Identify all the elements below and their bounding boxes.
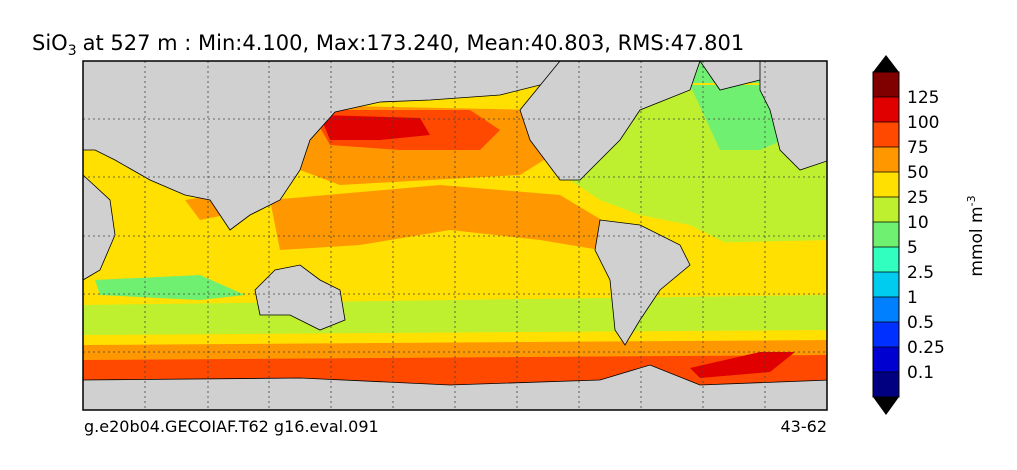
footer-right: 43-62: [781, 417, 828, 436]
colorbar-tick-label: 100: [907, 113, 939, 133]
colorbar-segment: [873, 347, 899, 372]
colorbar-tick-label: 0.5: [907, 313, 934, 333]
colorbar-segment: [873, 122, 899, 147]
colorbar-tick-label: 0.1: [907, 363, 934, 383]
colorbar-segment: [873, 247, 899, 272]
colorbar-tick-label: 2.5: [907, 263, 934, 283]
eurasia: [83, 61, 561, 231]
map-frame: [82, 60, 828, 411]
southern-max: [690, 352, 795, 378]
pacific-north-max: [320, 115, 430, 140]
south-america: [594, 219, 691, 346]
unit-base: mmol m: [967, 206, 987, 276]
pacific-equatorial: [270, 185, 610, 250]
colorbar-segment: [873, 372, 899, 397]
colorbar-tick-label: 5: [907, 238, 918, 258]
colorbar-tick-label: 10: [907, 213, 929, 233]
colorbar-segment: [873, 272, 899, 297]
colorbar-segment: [873, 197, 899, 222]
colorbar-segment: [873, 172, 899, 197]
colorbar-tick-label: 50: [907, 163, 929, 183]
title-rest: at 527 m : Min:4.100, Max:173.240, Mean:…: [83, 31, 745, 55]
map: [83, 61, 827, 410]
colorbar-segment: [873, 72, 899, 97]
title: SiO3 at 527 m : Min:4.100, Max:173.240, M…: [32, 31, 744, 59]
colorbar-tick-label: 1: [907, 288, 918, 308]
colorbar: 0.1 0.25 0.5 1 2.5 5 10 25 50 75 100 125: [872, 55, 945, 415]
colorbar-segment: [873, 297, 899, 322]
unit-exponent: -3: [965, 195, 978, 206]
colorbar-segment: [873, 322, 899, 347]
africa: [83, 174, 116, 281]
colorbar-tick-label: 125: [907, 88, 939, 108]
colorbar-tick-label: 75: [907, 138, 929, 158]
indian-green: [95, 275, 245, 300]
title-subscript: 3: [68, 43, 77, 59]
colorbar-tick-label: 0.25: [907, 338, 945, 358]
graticule: [83, 61, 827, 410]
colorbar-segment: [873, 222, 899, 247]
colorbar-tick-label: 25: [907, 188, 929, 208]
colorbar-extend-min: [873, 397, 899, 415]
north-america: [519, 61, 701, 181]
colorbar-extend-max: [873, 55, 899, 72]
colorbar-unit: mmol m-3: [965, 195, 987, 276]
europe: [759, 61, 827, 171]
colorbar-segment: [873, 97, 899, 122]
colorbar-frame: [872, 71, 900, 398]
colorbar-segment: [873, 147, 899, 172]
australia: [254, 264, 346, 331]
title-species: SiO: [32, 31, 68, 55]
footer-left: g.e20b04.GECOIAF.T62 g16.eval.091: [84, 417, 379, 436]
